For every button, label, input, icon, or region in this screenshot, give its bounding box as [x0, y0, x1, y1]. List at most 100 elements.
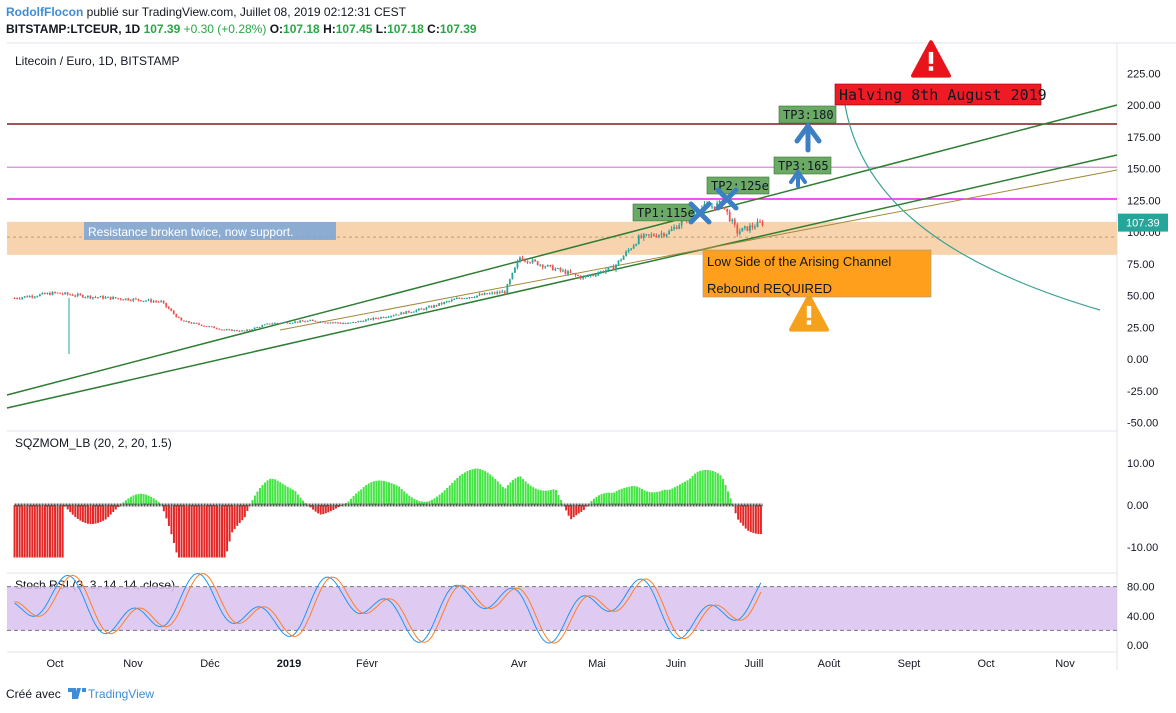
- candle-body: [256, 327, 259, 329]
- main-pane-title: Litecoin / Euro, 1D, BITSTAMP: [15, 54, 180, 68]
- candle-body: [711, 206, 713, 208]
- squeeze-bar: [339, 505, 342, 506]
- candle-body: [498, 291, 501, 293]
- squeeze-bar: [132, 495, 135, 505]
- symbol-line: BITSTAMP:LTCEUR, 1D 107.39 +0.30 (+0.28%…: [6, 21, 477, 37]
- squeeze-bar: [289, 488, 292, 505]
- candle-body: [200, 324, 203, 326]
- candle-body: [519, 257, 521, 262]
- squeeze-bar: [231, 505, 234, 533]
- squeeze-bar: [443, 490, 446, 505]
- squeeze-bar: [734, 505, 737, 514]
- squeeze-axis-tick: -10.00: [1127, 542, 1158, 554]
- candle-body: [349, 322, 352, 324]
- halving-warning-icon-bar: [928, 51, 934, 64]
- squeeze-bar: [355, 493, 358, 505]
- tradingview-brand[interactable]: TradingView: [88, 687, 155, 701]
- squeeze-bar: [684, 481, 687, 505]
- candle-body: [175, 313, 178, 318]
- open-label: O:: [269, 22, 284, 36]
- squeeze-bar: [213, 505, 216, 558]
- candle-body: [233, 330, 236, 332]
- squeeze-bar: [572, 505, 575, 518]
- squeeze-bar: [400, 489, 403, 505]
- candle-body: [380, 317, 382, 319]
- candle-body: [309, 320, 312, 322]
- candle-body: [660, 233, 663, 236]
- squeeze-bar: [155, 500, 158, 505]
- candle-body: [97, 297, 99, 299]
- candle-body: [165, 302, 168, 307]
- stochrsi-axis-tick: 0.00: [1127, 640, 1148, 652]
- squeeze-bar: [243, 505, 246, 518]
- squeeze-bar: [26, 505, 29, 558]
- squeeze-bar: [560, 500, 563, 505]
- squeeze-bar: [481, 469, 484, 505]
- squeeze-bar: [395, 485, 398, 505]
- squeeze-bar: [663, 489, 666, 505]
- squeeze-bar: [382, 480, 385, 505]
- author-name[interactable]: RodolfFlocon: [6, 5, 84, 19]
- squeeze-bar: [759, 505, 762, 535]
- squeeze-bar: [269, 478, 272, 505]
- stochrsi-band: [7, 586, 1117, 631]
- squeeze-bar: [484, 471, 487, 505]
- candle-body: [410, 312, 413, 314]
- candle-body: [450, 299, 453, 301]
- squeeze-bar: [309, 505, 312, 508]
- squeeze-bar: [304, 503, 307, 505]
- squeeze-bar: [312, 505, 315, 510]
- tp1-box: [632, 203, 694, 222]
- price-axis-tick: -50.00: [1127, 418, 1158, 430]
- squeeze-bar: [514, 478, 517, 505]
- squeeze-bar: [13, 505, 16, 558]
- candle-body: [562, 270, 564, 272]
- candle-body: [205, 326, 208, 328]
- squeeze-bar: [56, 505, 59, 558]
- candle-body: [395, 314, 398, 316]
- squeeze-bar: [729, 498, 732, 505]
- candle-body: [112, 297, 115, 300]
- candle-body: [483, 293, 486, 295]
- candle-body: [617, 260, 620, 265]
- candle-body: [460, 298, 463, 300]
- candle-body: [516, 261, 519, 268]
- squeeze-bar: [205, 505, 208, 558]
- candle-body: [193, 322, 195, 324]
- squeeze-bar: [567, 505, 570, 516]
- squeeze-bar: [656, 491, 659, 505]
- rebound-warning-icon-dot: [806, 320, 812, 325]
- squeeze-bar: [491, 476, 494, 505]
- squeeze-bar: [446, 487, 449, 505]
- squeeze-bar: [31, 505, 34, 558]
- squeeze-bar: [137, 493, 140, 505]
- candle-body: [89, 295, 92, 299]
- time-axis-tick: Oct: [977, 658, 994, 670]
- candle-body: [117, 298, 120, 300]
- time-axis-tick: Mai: [588, 658, 606, 670]
- squeeze-bar: [337, 505, 340, 508]
- candle-body: [539, 264, 542, 266]
- candle-body: [514, 267, 516, 273]
- candle-body: [334, 322, 337, 324]
- squeeze-bar: [76, 505, 79, 519]
- squeeze-bar: [463, 472, 466, 505]
- price-axis-tick: 150.00: [1127, 164, 1161, 176]
- candle-body: [61, 293, 64, 295]
- squeeze-bar: [590, 500, 593, 505]
- squeeze-bar: [671, 488, 674, 505]
- candle-body: [430, 306, 433, 308]
- created-with-text: Créé avec: [6, 687, 61, 701]
- squeeze-bar: [575, 505, 578, 516]
- candle-body: [286, 322, 289, 324]
- candle-body: [625, 251, 628, 256]
- candle-body: [423, 308, 425, 310]
- squeeze-bar: [641, 489, 644, 505]
- squeeze-bar: [226, 505, 229, 552]
- squeeze-bar: [193, 505, 196, 558]
- squeeze-bar: [754, 505, 757, 534]
- halving-warning-icon: [911, 40, 951, 78]
- candle-body: [311, 320, 314, 322]
- squeeze-bar: [208, 505, 211, 558]
